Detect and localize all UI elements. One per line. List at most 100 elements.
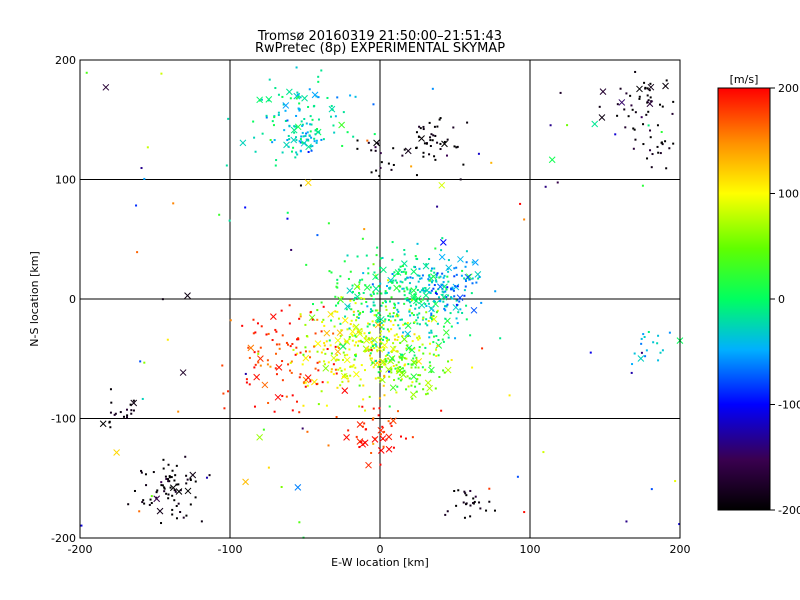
data-point [143, 502, 146, 505]
data-point [638, 95, 641, 98]
data-point [438, 276, 441, 279]
data-point [275, 373, 278, 376]
data-point [138, 510, 141, 513]
data-point [334, 115, 337, 118]
data-point [257, 352, 260, 355]
data-point [413, 333, 416, 336]
data-point [110, 401, 113, 404]
data-point [253, 351, 256, 354]
data-point [480, 301, 483, 304]
data-point-cross [239, 139, 247, 147]
data-point [444, 290, 447, 293]
data-point [403, 290, 406, 293]
data-point [465, 304, 468, 307]
data-point [392, 306, 395, 309]
data-point [323, 360, 326, 363]
data-point [464, 285, 467, 288]
data-point-cross [261, 381, 269, 389]
data-point [640, 337, 643, 340]
data-point [281, 395, 284, 398]
data-point [417, 374, 420, 377]
data-point-cross [410, 287, 418, 294]
data-point [386, 338, 389, 341]
data-point-cross [410, 373, 418, 380]
data-point [133, 489, 136, 492]
data-point [174, 490, 177, 493]
data-point [355, 435, 358, 438]
data-point [381, 301, 384, 304]
data-point [447, 280, 450, 283]
data-point [384, 290, 387, 293]
data-point [413, 354, 416, 357]
data-point [640, 342, 643, 345]
data-point [431, 318, 434, 321]
data-point [649, 149, 652, 152]
data-point [307, 150, 310, 153]
data-point [303, 117, 306, 120]
data-point [470, 292, 473, 295]
data-point [390, 168, 393, 171]
data-point [403, 253, 406, 256]
data-point [391, 315, 394, 318]
data-point [478, 276, 481, 279]
data-point [390, 368, 393, 371]
colorbar-label: [m/s] [730, 73, 759, 86]
data-point [218, 213, 221, 216]
data-point [266, 359, 269, 362]
data-point [378, 363, 381, 366]
data-point [372, 304, 375, 307]
colorbar-tick-label: 200 [778, 82, 799, 95]
data-point [388, 300, 391, 303]
data-point [382, 335, 385, 338]
data-point [396, 385, 399, 388]
chart-title: Tromsø 20160319 21:50:00–21:51:43 [257, 29, 503, 44]
data-point [369, 293, 372, 296]
data-point [265, 333, 268, 336]
data-point [326, 96, 329, 99]
data-point [317, 75, 320, 78]
data-point [402, 331, 405, 334]
data-point [423, 142, 426, 145]
data-point [141, 501, 144, 504]
data-point [392, 312, 395, 315]
data-point [650, 100, 653, 103]
data-point [362, 272, 365, 275]
data-point [337, 317, 340, 320]
data-point [253, 366, 256, 369]
data-point [404, 297, 407, 300]
data-point [446, 275, 449, 278]
data-point [428, 331, 431, 334]
data-point [408, 310, 411, 313]
data-point [616, 114, 619, 117]
data-point-cross [438, 181, 446, 189]
data-point [443, 274, 446, 277]
data-point [352, 325, 355, 328]
data-point [185, 482, 188, 485]
data-point [189, 503, 192, 506]
data-point [443, 307, 446, 310]
data-point [465, 261, 468, 264]
data-point [309, 123, 312, 126]
data-point [194, 480, 197, 483]
data-point [353, 344, 356, 347]
data-point [314, 133, 317, 136]
data-point [394, 315, 397, 318]
data-point [305, 122, 308, 125]
data-point [508, 394, 511, 397]
colorbar [717, 87, 771, 511]
data-point [371, 418, 374, 421]
data-point [634, 70, 637, 73]
data-point [435, 273, 438, 276]
data-point [315, 383, 318, 386]
data-point [299, 141, 302, 144]
data-point [438, 118, 441, 121]
data-point [406, 299, 409, 302]
data-point [363, 422, 366, 425]
data-point [130, 412, 133, 415]
data-point [463, 294, 466, 297]
data-point [630, 371, 633, 374]
data-point [446, 510, 449, 513]
data-point [288, 124, 291, 127]
data-point [109, 388, 112, 391]
data-point [336, 386, 339, 389]
